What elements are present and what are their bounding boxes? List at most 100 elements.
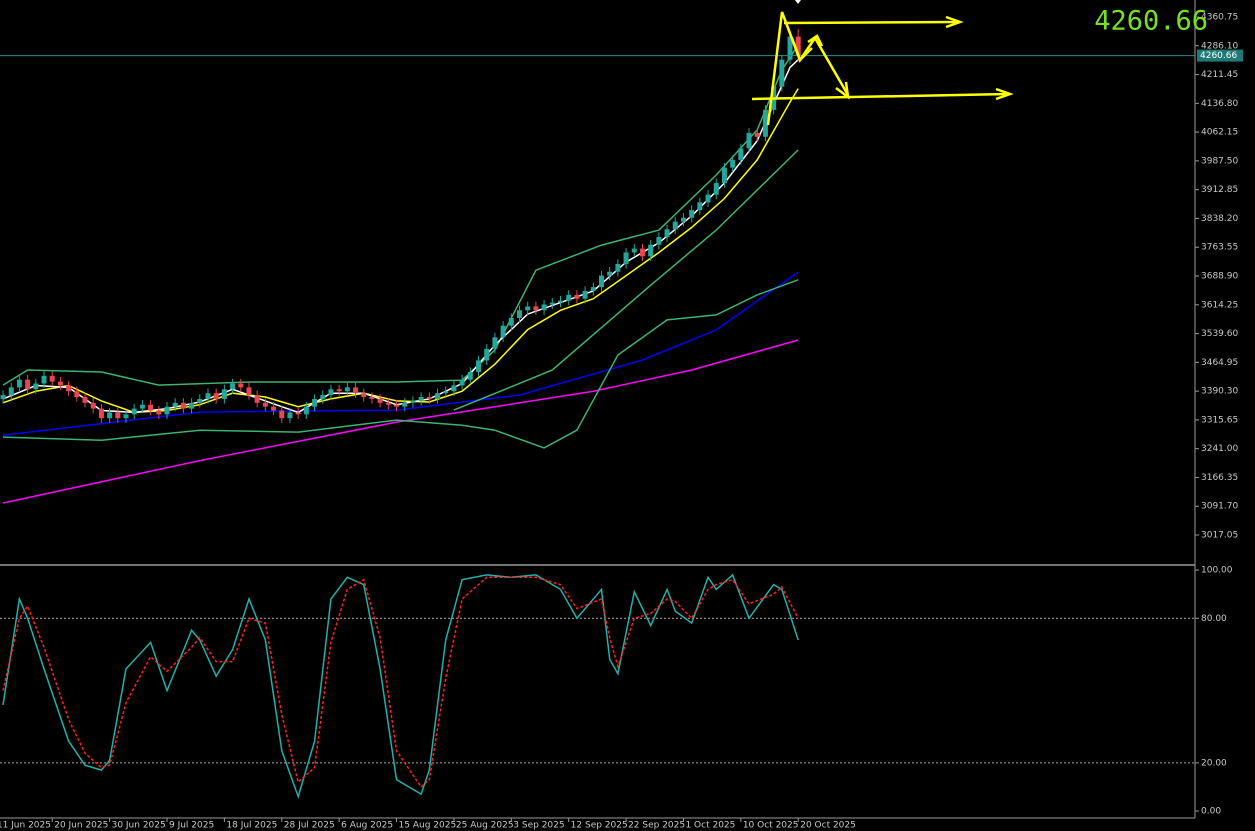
candle-body <box>459 379 465 386</box>
candle-body <box>25 379 31 390</box>
x-tick-label: 1 Oct 2025 <box>685 821 735 831</box>
candle-body <box>82 397 88 403</box>
candle-body <box>566 294 572 301</box>
candle-body <box>189 402 195 409</box>
candle-body <box>574 294 580 299</box>
indicator-line <box>2 576 799 789</box>
x-tick-label: 20 Jun 2025 <box>54 821 108 831</box>
x-tick-label: 22 Sep 2025 <box>628 821 685 831</box>
y-tick-label: 4286.10 <box>1201 41 1238 51</box>
candle-body <box>139 404 145 409</box>
candle-body <box>672 221 678 230</box>
candle-body <box>680 217 686 222</box>
candle-body <box>336 389 342 392</box>
y-tick-label: 3017.05 <box>1201 531 1238 541</box>
candle-body <box>328 389 334 396</box>
candle-body <box>385 402 391 405</box>
indicator-line <box>2 88 799 414</box>
arrow-head <box>945 15 964 29</box>
x-tick-label: 6 Aug 2025 <box>341 821 393 831</box>
candle-body <box>295 412 301 415</box>
candle-body <box>721 167 727 184</box>
candle-body <box>541 304 547 311</box>
y-tick-label: 3315.65 <box>1201 415 1238 425</box>
indicator-line <box>2 279 799 449</box>
indicator-line <box>453 149 799 411</box>
candle-body <box>361 393 367 398</box>
candle-body <box>402 402 408 407</box>
candle-body <box>115 412 121 419</box>
candle-body <box>254 395 260 403</box>
candle-body <box>426 397 432 399</box>
candle-body <box>795 36 801 56</box>
candle-body <box>172 402 178 407</box>
candle-body <box>779 59 785 87</box>
annotation-drawing <box>751 11 1014 126</box>
candle-body <box>762 109 768 137</box>
candle-body <box>705 194 711 203</box>
y-tick-label: 3688.90 <box>1201 272 1238 282</box>
candle-body <box>312 398 318 407</box>
candle-body <box>639 248 645 257</box>
x-tick-label: 18 Jul 2025 <box>226 821 277 831</box>
zigzag-arrow <box>790 37 813 63</box>
y-tick-label: 4136.80 <box>1201 99 1238 109</box>
candle-body <box>0 395 6 399</box>
candle-body <box>205 393 211 399</box>
candle-body <box>623 252 629 265</box>
y-tick-label: 3166.35 <box>1201 473 1238 483</box>
y-tick-label: 3838.20 <box>1201 214 1238 224</box>
candle-body <box>123 414 129 419</box>
candle-body <box>369 397 375 399</box>
y-tick-label: 3390.30 <box>1201 387 1238 397</box>
candle-body <box>8 387 14 396</box>
y-tick-label: 4360.75 <box>1201 13 1238 23</box>
candle-body <box>66 385 72 392</box>
candle-body <box>443 391 449 394</box>
x-tick-label: 10 Oct 2025 <box>743 821 799 831</box>
y-tick-label: 80.00 <box>1201 614 1227 624</box>
candle-body <box>221 389 227 399</box>
candle-body <box>738 148 744 160</box>
candle-body <box>418 397 424 401</box>
candle-body <box>787 36 793 60</box>
candle-body <box>213 393 219 399</box>
x-tick-label: 30 Jun 2025 <box>112 821 166 831</box>
candle-body <box>492 337 498 349</box>
candle-body <box>57 381 63 386</box>
y-tick-label: 3539.60 <box>1201 329 1238 339</box>
candle-body <box>107 412 113 419</box>
candle-body <box>582 291 588 299</box>
current-price-label: 4260.66 <box>1200 51 1237 61</box>
candle-body <box>607 271 613 276</box>
y-tick-label: 3614.25 <box>1201 300 1238 310</box>
candle-body <box>590 287 596 292</box>
candle-body <box>508 317 514 326</box>
candle-body <box>557 300 563 303</box>
indicator-line <box>2 44 799 386</box>
candle-body <box>16 379 22 388</box>
candle-body <box>279 410 285 419</box>
y-tick-label: 100.00 <box>1201 566 1233 576</box>
x-tick-label: 15 Aug 2025 <box>399 821 457 831</box>
y-tick-label: 3241.00 <box>1201 444 1238 454</box>
candle-body <box>271 406 277 411</box>
candle-body <box>516 310 522 318</box>
y-tick-label: 4211.45 <box>1201 70 1238 80</box>
candle-body <box>598 275 604 288</box>
indicator-line <box>2 59 799 414</box>
candle-body <box>246 387 252 396</box>
candle-body <box>730 159 736 168</box>
candle-body <box>320 395 326 399</box>
current-price-display: 4260.66 <box>1094 6 1208 37</box>
y-tick-label: 3987.50 <box>1201 156 1238 166</box>
candle-body <box>713 183 719 195</box>
candle-body <box>262 402 268 407</box>
candle-body <box>180 402 186 409</box>
indicator-line <box>2 573 799 800</box>
x-tick-label: 28 Jul 2025 <box>284 821 335 831</box>
y-tick-label: 0.00 <box>1201 807 1221 817</box>
candle-body <box>131 408 137 415</box>
candle-body <box>344 387 350 392</box>
